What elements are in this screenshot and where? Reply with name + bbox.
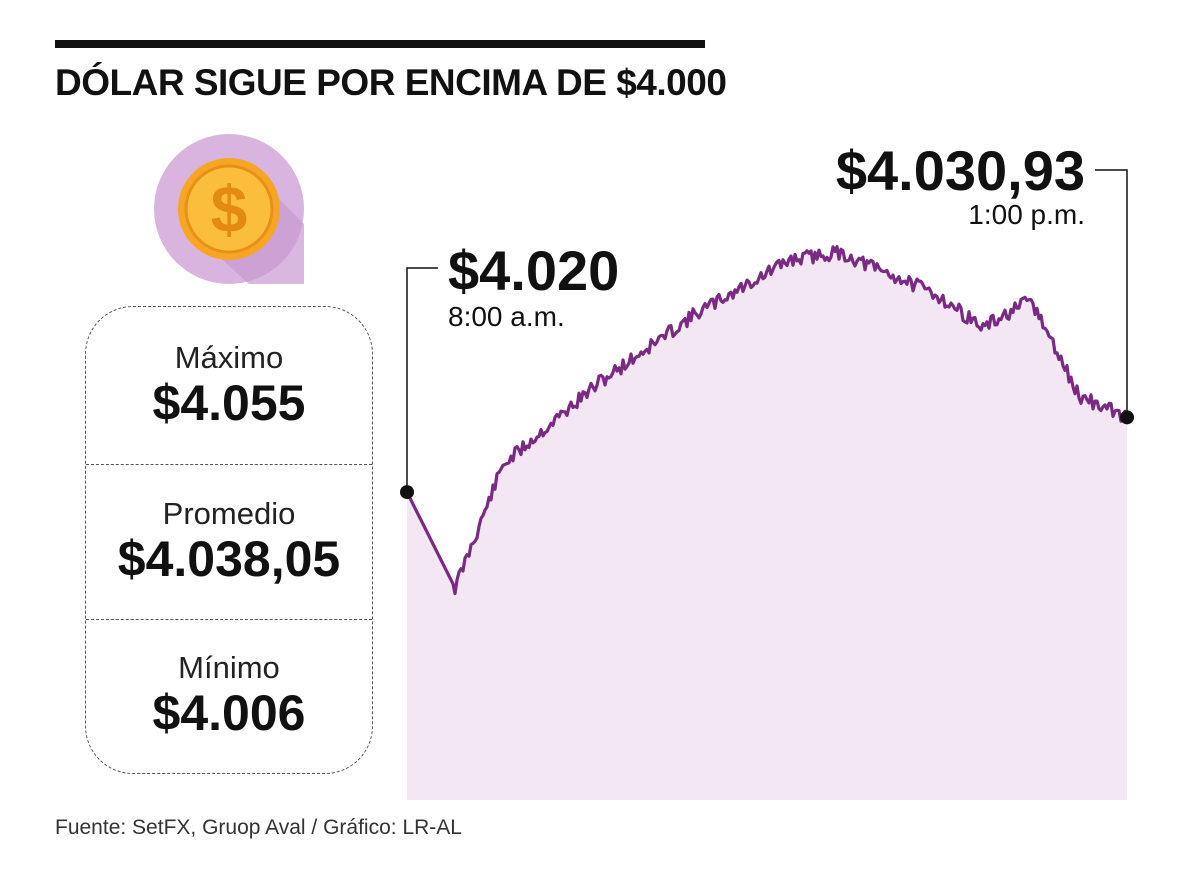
end-point-marker xyxy=(1120,410,1134,425)
stat-max-value: $4.055 xyxy=(152,375,306,431)
stats-box: Máximo $4.055 Promedio $4.038,05 Mínimo … xyxy=(85,306,373,774)
chart-line xyxy=(405,245,1129,596)
start-time-label: 8:00 a.m. xyxy=(448,301,565,332)
start-point-marker xyxy=(400,485,414,500)
start-leader-line xyxy=(406,267,438,493)
divider xyxy=(86,464,372,465)
divider xyxy=(86,619,372,620)
start-value-label: $4.020 xyxy=(448,239,619,302)
stat-max: Máximo $4.055 xyxy=(86,340,372,432)
dollar-coin-icon: $ xyxy=(154,134,304,284)
source-credit: Fuente: SetFX, Gruop Aval / Gráfico: LR-… xyxy=(55,816,462,839)
page-title: DÓLAR SIGUE POR ENCIMA DE $4.000 xyxy=(55,62,727,103)
stat-avg: Promedio $4.038,05 xyxy=(86,496,372,588)
stat-max-label: Máximo xyxy=(174,340,284,375)
svg-text:$: $ xyxy=(211,172,248,246)
end-time-label: 1:00 p.m. xyxy=(968,199,1085,230)
chart-area xyxy=(407,246,1127,801)
stat-min-value: $4.006 xyxy=(152,685,306,741)
top-rule xyxy=(55,40,705,48)
stat-min: Mínimo $4.006 xyxy=(86,650,372,742)
stat-avg-value: $4.038,05 xyxy=(117,531,341,587)
stat-min-label: Mínimo xyxy=(178,650,280,685)
end-leader-line xyxy=(1095,169,1128,418)
stat-avg-label: Promedio xyxy=(162,496,296,531)
end-value-label: $4.030,93 xyxy=(836,139,1085,202)
